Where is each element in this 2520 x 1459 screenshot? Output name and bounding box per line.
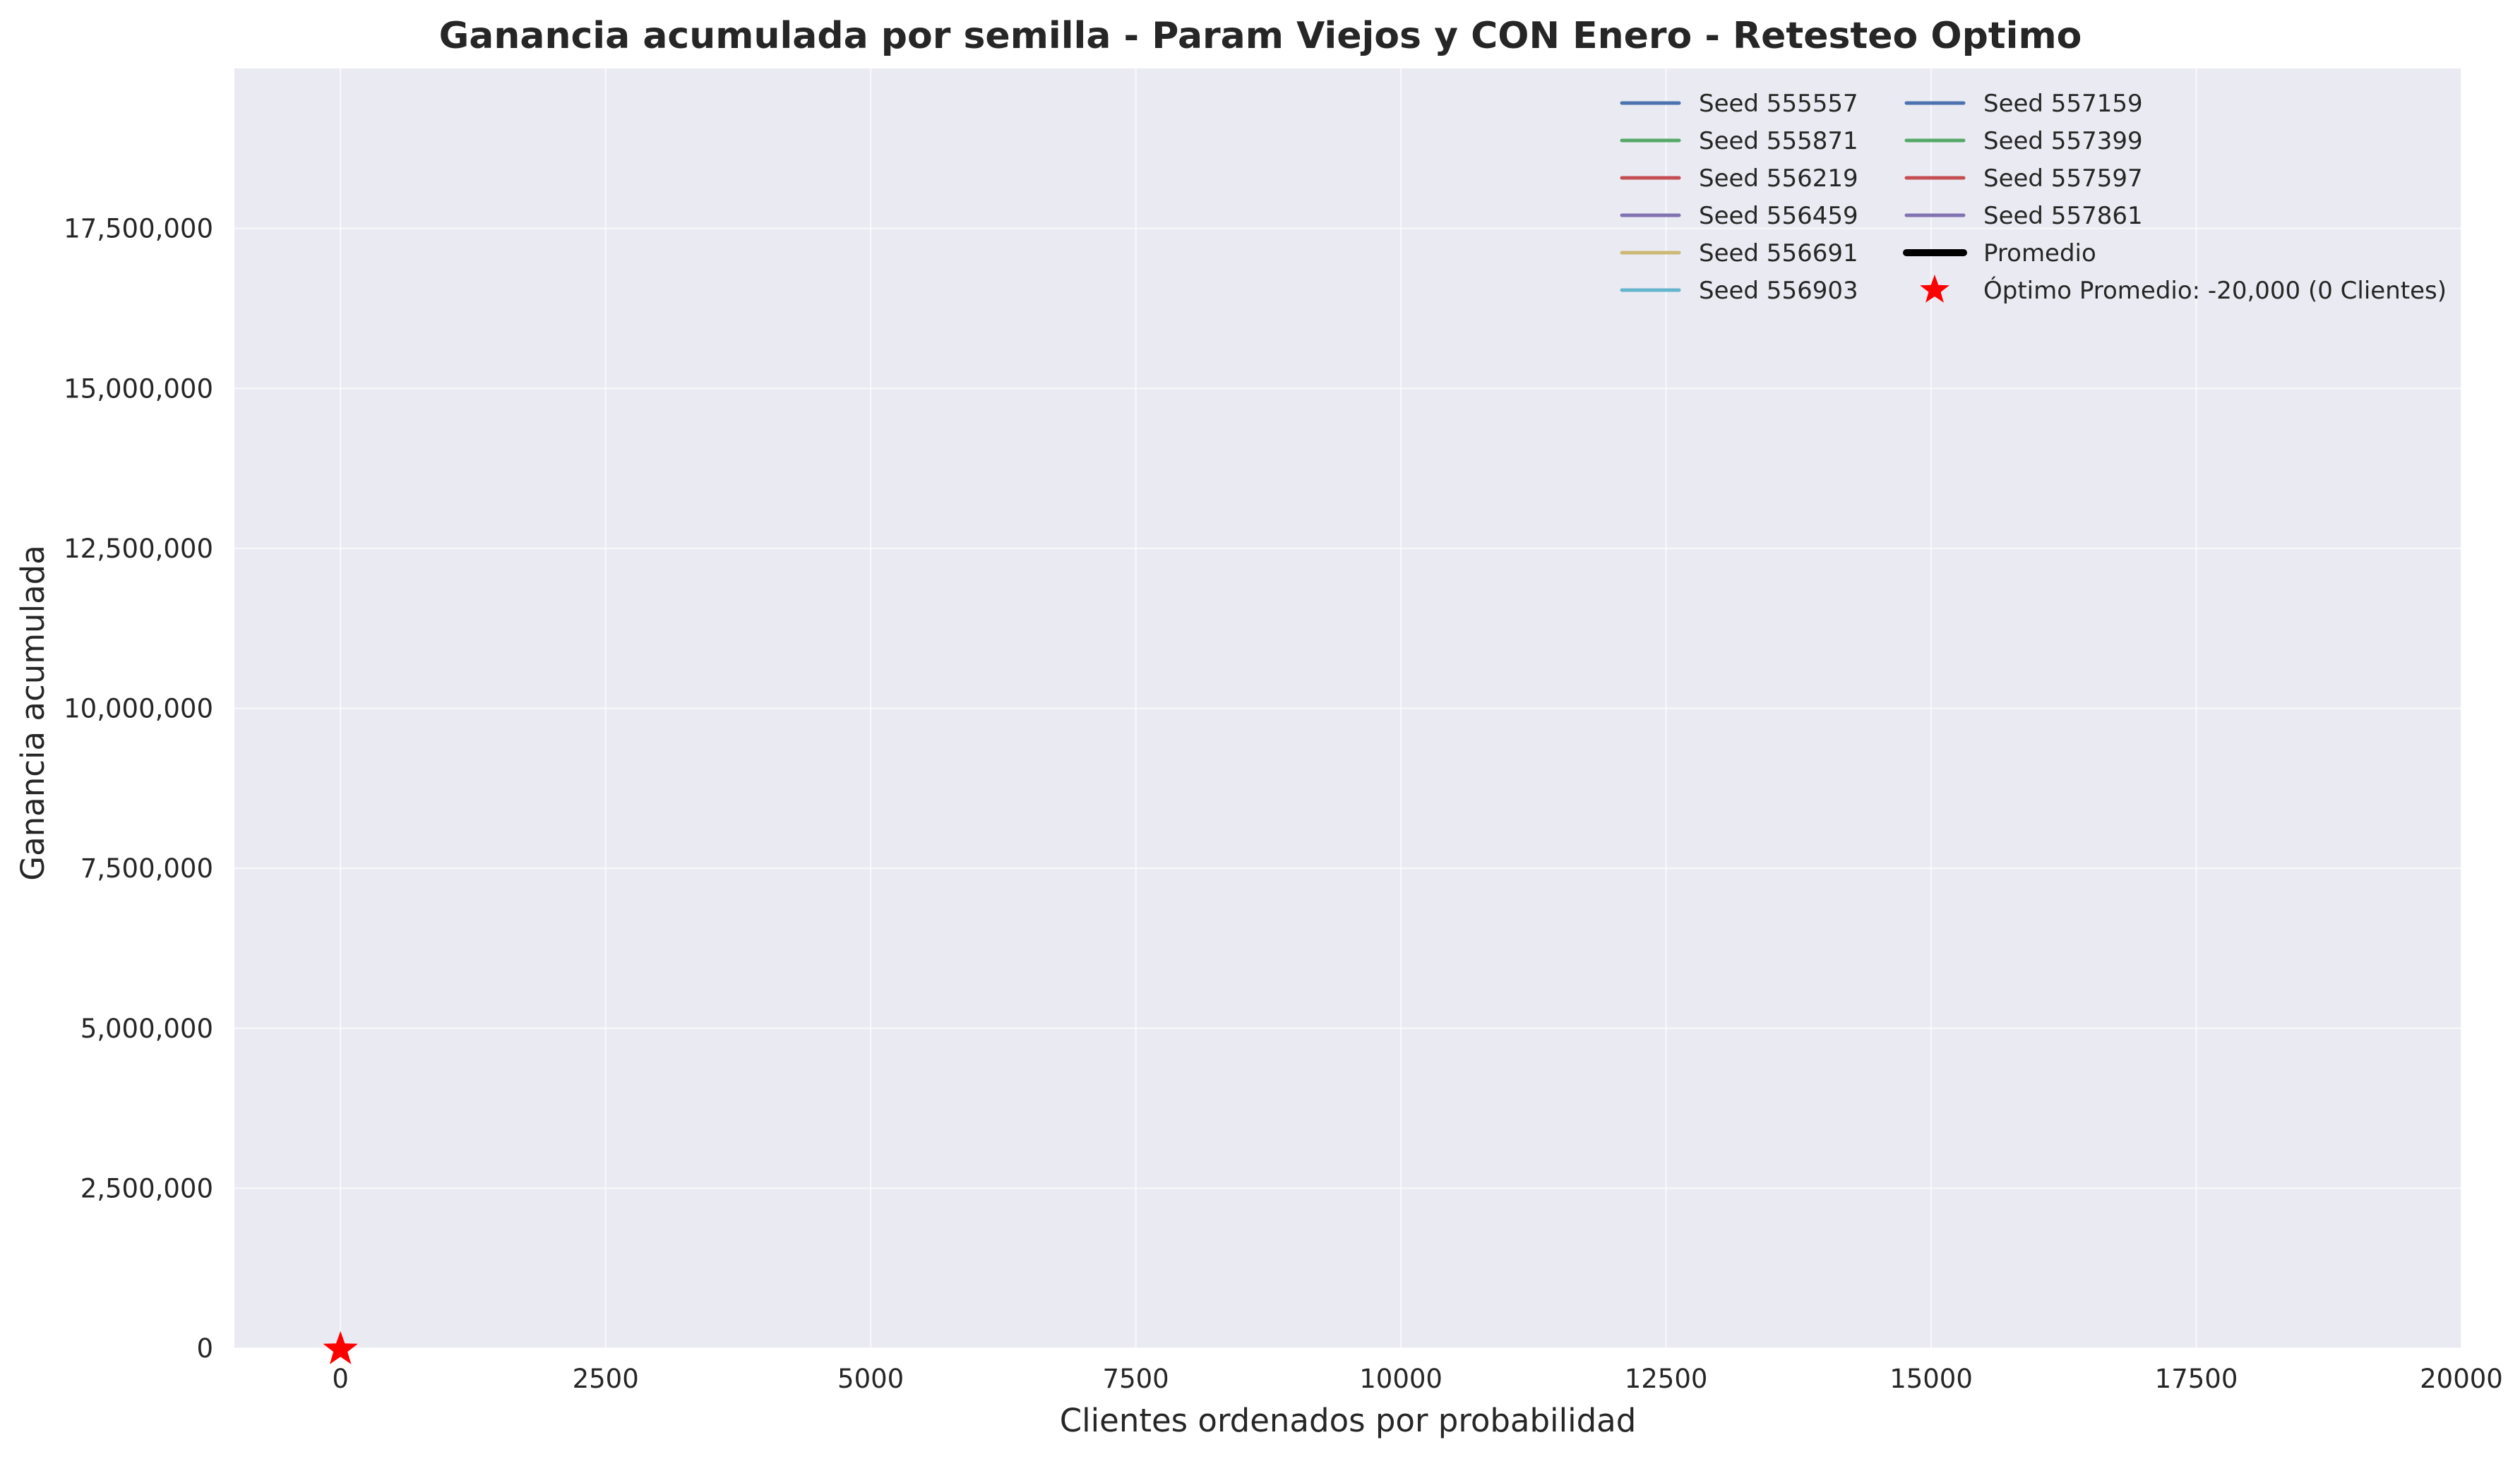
legend-label: Seed 557399 <box>1983 127 2143 155</box>
optimum-marker-layer <box>323 1331 358 1364</box>
legend-item: Seed 555871 <box>1620 127 1858 155</box>
y-tick-labels: 0 2,500,000 5,000,000 7,500,000 10,000,000 12… <box>64 214 213 1364</box>
legend-item: Seed 556459 <box>1620 202 1858 230</box>
x-tick-label: 17500 <box>2155 1364 2238 1394</box>
optimum-star-marker <box>323 1331 358 1364</box>
legend-label: Óptimo Promedio: -20,000 (0 Clientes) <box>1983 276 2447 305</box>
legend-label: Seed 556219 <box>1699 164 1858 193</box>
x-axis-label: Clientes ordenados por probabilidad <box>1060 1402 1637 1439</box>
legend-label: Promedio <box>1983 239 2096 268</box>
legend-item: Seed 556691 <box>1620 239 1858 268</box>
legend-item: Seed 557597 <box>1904 164 2143 193</box>
legend-item: Seed 557399 <box>1904 127 2143 155</box>
x-tick-labels: 0 2500 5000 7500 10000 12500 15000 17500 20000 <box>332 1364 2502 1394</box>
legend-item: Seed 557159 <box>1904 90 2143 118</box>
legend: Seed 555557 Seed 555871 Seed 556219 Seed 55… <box>1620 90 2447 305</box>
legend-item: Seed 557861 <box>1904 202 2143 230</box>
y-tick-label: 15,000,000 <box>64 373 213 404</box>
y-tick-label: 12,500,000 <box>64 534 213 564</box>
legend-label: Seed 556903 <box>1699 277 1858 305</box>
x-tick-label: 0 <box>332 1364 349 1394</box>
legend-label: Seed 555557 <box>1699 90 1858 118</box>
legend-label: Seed 557861 <box>1983 202 2143 230</box>
legend-item: Seed 556903 <box>1620 277 1858 305</box>
legend-star-swatch <box>1920 275 1949 303</box>
x-tick-label: 12500 <box>1625 1364 1708 1394</box>
x-tick-label: 5000 <box>837 1364 904 1394</box>
legend-item: Óptimo Promedio: -20,000 (0 Clientes) <box>1920 275 2447 305</box>
chart-title: Ganancia acumulada por semilla - Param V… <box>439 15 2082 57</box>
x-tick-label: 2500 <box>573 1364 639 1394</box>
legend-label: Seed 556691 <box>1699 239 1858 268</box>
y-tick-label: 17,500,000 <box>64 214 213 244</box>
legend-item: Promedio <box>1903 239 2096 268</box>
y-tick-label: 0 <box>196 1333 213 1364</box>
legend-item: Seed 555557 <box>1620 90 1858 118</box>
x-tick-label: 7500 <box>1103 1364 1169 1394</box>
y-axis-label: Ganancia acumulada <box>14 545 52 881</box>
x-tick-label: 15000 <box>1889 1364 1973 1394</box>
x-tick-label: 10000 <box>1359 1364 1443 1394</box>
y-tick-label: 7,500,000 <box>80 853 213 884</box>
y-tick-label: 10,000,000 <box>64 694 213 724</box>
legend-item: Seed 556219 <box>1620 164 1858 193</box>
legend-label: Seed 557159 <box>1983 90 2143 118</box>
grid-lines <box>234 68 2462 1349</box>
y-tick-label: 2,500,000 <box>80 1173 213 1203</box>
y-tick-label: 5,000,000 <box>80 1014 213 1044</box>
legend-label: Seed 556459 <box>1699 202 1858 230</box>
x-tick-label: 20000 <box>2420 1364 2503 1394</box>
legend-label: Seed 557597 <box>1983 164 2143 193</box>
legend-label: Seed 555871 <box>1699 127 1858 155</box>
